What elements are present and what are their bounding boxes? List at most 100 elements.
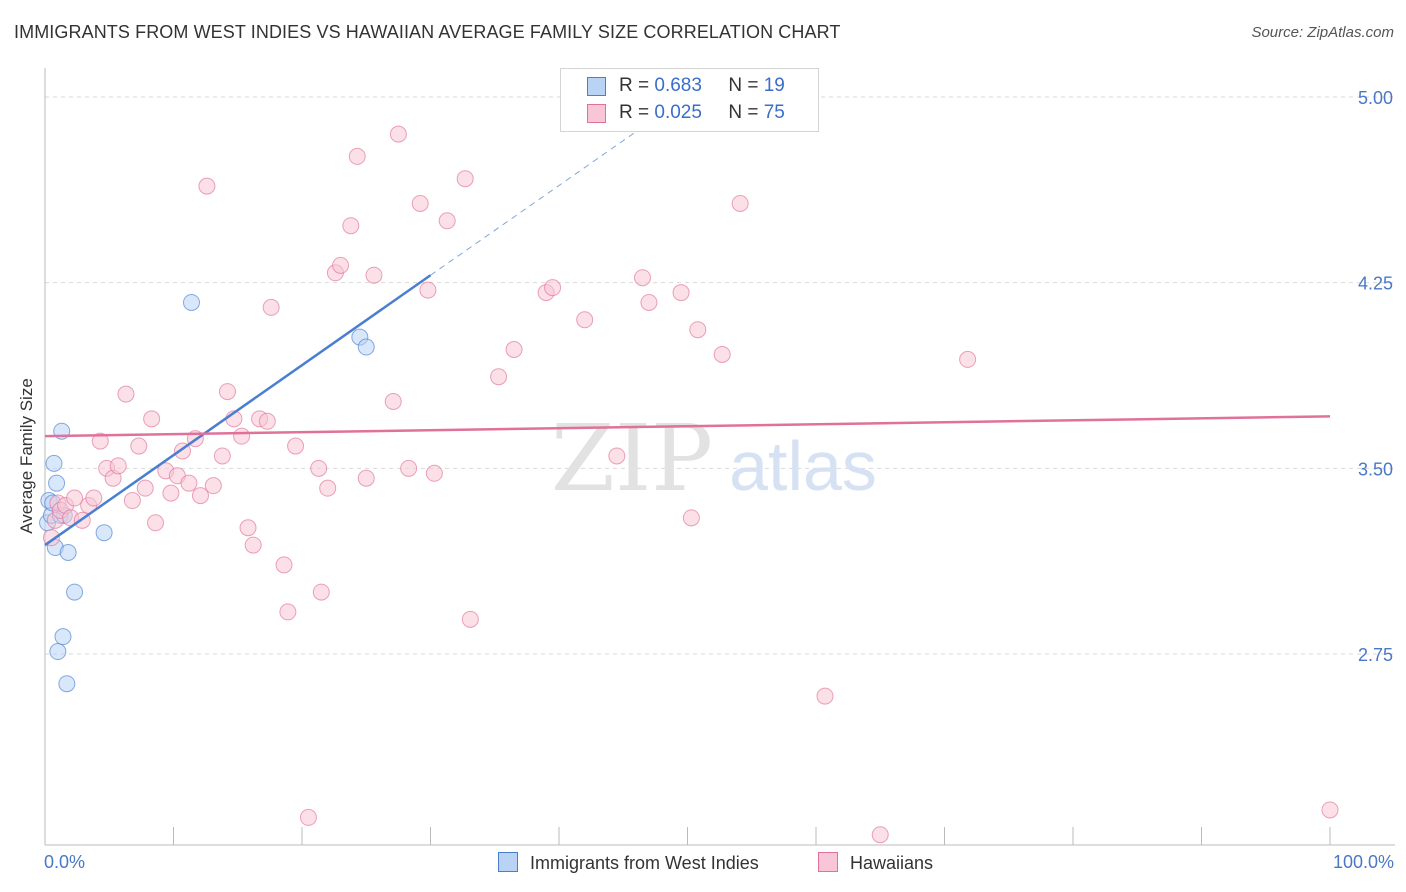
hawaiian-point (279, 603, 297, 621)
legend-r-label: R = (619, 102, 650, 123)
west-indies-point (59, 544, 77, 562)
x-tick-label-max: 100.0% (1332, 852, 1394, 872)
legend-n-label: N = (728, 75, 759, 96)
hawaiian-point (147, 514, 165, 532)
hawaiian-point (400, 459, 418, 477)
west-indies-point (66, 583, 84, 601)
hawaiian-point (275, 556, 293, 574)
hawaiian-point (1321, 801, 1339, 819)
hawaiian-point (42, 529, 60, 547)
west-indies-point (48, 474, 66, 492)
hawaiian-point (91, 432, 109, 450)
hawaiian-point (672, 284, 690, 302)
hawaiian-point (130, 437, 148, 455)
axis-layer (44, 68, 1395, 846)
hawaiian-point (425, 464, 443, 482)
hawaiian-point (456, 170, 474, 188)
hawaiian-point (312, 583, 330, 601)
bottom-legend-west-indies: Immigrants from West Indies (498, 852, 759, 874)
watermark-zip: ZIP (551, 405, 713, 512)
legend-r-label: R = (619, 75, 650, 96)
hawaiian-point (262, 298, 280, 316)
trend-layer (44, 131, 1331, 547)
points-layer (39, 125, 1339, 844)
west-indies-point (58, 675, 76, 693)
hawaiian-point (180, 474, 198, 492)
legend-r-value: 0.683 (654, 75, 702, 96)
hawaiian-point (310, 459, 328, 477)
grid-layer (45, 96, 1395, 655)
west-indies-point (95, 524, 113, 542)
hawaiian-point (689, 321, 707, 339)
west-indies-point (49, 643, 67, 661)
hawaiian-point (342, 217, 360, 235)
hawaiian-point (419, 281, 437, 299)
hawaiian-trend-line (44, 415, 1331, 438)
legend-swatch-blue (587, 77, 606, 96)
hawaiian-point (411, 194, 429, 212)
chart-title: IMMIGRANTS FROM WEST INDIES VS HAWAIIAN … (14, 22, 841, 42)
hawaiian-point (109, 457, 127, 475)
hawaiian-point (258, 412, 276, 430)
hawaiian-point (682, 509, 700, 527)
hawaiian-point (461, 610, 479, 628)
hawaiian-point (959, 350, 977, 368)
hawaiian-point (332, 256, 350, 274)
hawaiian-point (348, 147, 366, 165)
hawaiian-point (544, 279, 562, 297)
legend-n-value: 75 (763, 102, 785, 123)
hawaiian-point (871, 826, 889, 844)
hawaiian-point (384, 392, 402, 410)
hawaiian-point (634, 269, 652, 287)
hawaiian-point (319, 479, 337, 497)
bottom-legend-hawaiians: Hawaiians (818, 852, 933, 874)
y-axis-label: Average Family Size (17, 378, 36, 534)
hawaiian-point (576, 311, 594, 329)
hawaiian-point (365, 266, 383, 284)
legend-n-value: 19 (763, 75, 785, 96)
bottom-legend-swatch-pink (818, 852, 838, 872)
y-tick-label: 2.75 (1358, 645, 1393, 665)
hawaiian-point (162, 484, 180, 502)
hawaiian-point (438, 212, 456, 230)
hawaiian-point (66, 489, 84, 507)
hawaiian-point (244, 536, 262, 554)
hawaiian-point (357, 469, 375, 487)
y-tick-label: 4.25 (1358, 274, 1393, 294)
hawaiian-point (608, 447, 626, 465)
west-indies-trend-extension (430, 131, 637, 276)
hawaiian-point (713, 345, 731, 363)
hawaiian-point (117, 385, 135, 403)
hawaiian-point (816, 687, 834, 705)
hawaiian-point (123, 492, 141, 510)
west-indies-point (54, 628, 72, 646)
west-indies-trend-line (44, 274, 432, 547)
hawaiian-point (143, 410, 161, 428)
hawaiian-point (640, 293, 658, 311)
legend-swatch-pink (587, 104, 606, 123)
bottom-legend-swatch-blue (498, 852, 518, 872)
y-tick-label: 3.50 (1358, 459, 1393, 479)
hawaiian-point (299, 808, 317, 826)
tick-label-layer: 2.75 3.50 4.25 5.00 (1358, 88, 1393, 665)
hawaiian-point (204, 477, 222, 495)
hawaiian-point (389, 125, 407, 143)
hawaiian-point (198, 177, 216, 195)
watermark-atlas: atlas (729, 427, 877, 505)
x-tick-label-min: 0.0% (44, 852, 86, 872)
legend-r-value: 0.025 (654, 102, 702, 123)
hawaiian-point (218, 383, 236, 401)
hawaiian-point (136, 479, 154, 497)
hawaiian-point (505, 341, 523, 359)
y-tick-label: 5.00 (1358, 88, 1393, 108)
bottom-legend-label: Immigrants from West Indies (530, 853, 759, 873)
hawaiian-point (85, 489, 103, 507)
correlation-legend: R = 0.683 N = 19 R = 0.025 N = 75 (560, 68, 819, 132)
source-label: Source: ZipAtlas.com (1251, 24, 1394, 41)
hawaiian-point (191, 487, 209, 505)
hawaiian-point (233, 427, 251, 445)
west-indies-point (45, 454, 63, 472)
west-indies-point (357, 338, 375, 356)
hawaiian-point (239, 519, 257, 537)
